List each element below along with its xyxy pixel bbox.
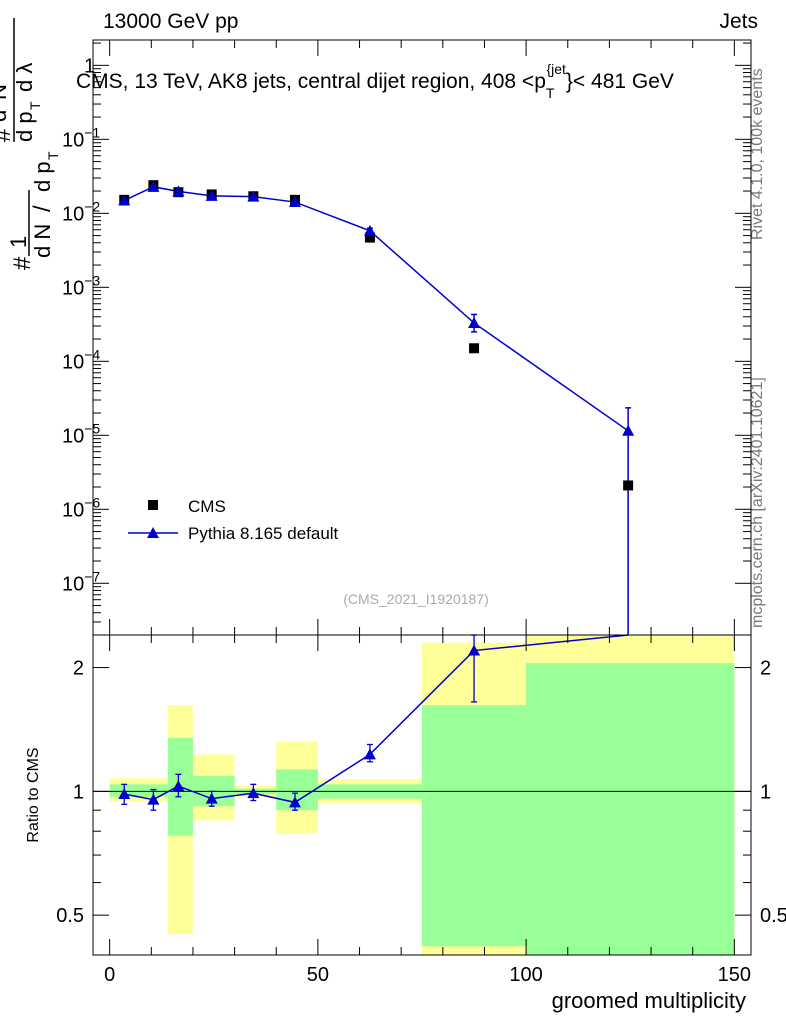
ylabel-dpT: d p: [30, 161, 55, 192]
pythia-data-point: [288, 196, 301, 208]
title-subscript: T: [546, 85, 555, 101]
pythia-data-point: [118, 194, 131, 206]
main-y-axis-label: # 1 d N / d p T # d 2 N d p T d λ: [0, 18, 61, 270]
ratio-inner-band: [526, 663, 735, 955]
title-main: CMS, 13 TeV, AK8 jets, central dijet reg…: [76, 70, 546, 93]
cms-data-point: [364, 232, 375, 243]
main-y-tick-label: 10−4: [62, 346, 100, 373]
title-superscript: {jet: [546, 61, 566, 77]
ratio-y-tick-label-right: 1: [760, 781, 771, 803]
x-tick-label: 0: [104, 964, 115, 986]
main-y-tick-label: 10−7: [62, 568, 100, 595]
header-left-label: 13000 GeV pp: [103, 10, 238, 33]
main-series-layer: [118, 180, 635, 635]
main-panel-frame: [92, 39, 752, 636]
title-end: }< 481 GeV: [566, 70, 674, 93]
legend-cms-label: CMS: [188, 497, 226, 516]
ylabel-N: N: [0, 84, 11, 100]
ratio-pythia-point: [468, 644, 481, 656]
main-y-tick-label: 10−5: [62, 420, 100, 447]
ratio-bands-layer: [93, 635, 751, 955]
ratio-pythia-point: [288, 796, 301, 808]
x-tick-label: 100: [509, 964, 542, 986]
main-y-tick-label: 10−6: [62, 494, 100, 521]
ylabel-dN: d N: [30, 224, 55, 258]
ylabel-dl: d λ: [12, 63, 37, 92]
pythia-data-point: [172, 185, 185, 197]
ylabel-T-sub: T: [45, 151, 61, 160]
pythia-data-point: [468, 316, 481, 328]
ratio-pythia-point: [363, 748, 376, 760]
ylabel-one: 1: [6, 236, 31, 248]
main-y-ticks: 1 10−1 10−2 10−3 10−4 10−5 10−6 10−7: [62, 40, 751, 636]
ratio-inner-band: [422, 705, 527, 947]
pythia-data-point: [363, 224, 376, 236]
pythia-series-line: [123, 186, 629, 432]
main-y-tick-label: 10−1: [62, 124, 100, 151]
ratio-y-tick-label-right: 0.5: [760, 905, 786, 927]
ratio-y-tick-label: 2: [73, 658, 84, 680]
chart-title: CMS, 13 TeV, AK8 jets, central dijet reg…: [76, 61, 674, 101]
main-y-tick-label: 10−3: [62, 272, 100, 299]
ratio-y-tick-label: 1: [73, 781, 84, 803]
legend: CMS Pythia 8.165 default: [128, 497, 339, 543]
ylabel-hash-1: #: [9, 256, 36, 270]
legend-cms-marker: [148, 500, 158, 510]
pythia-data-point: [147, 180, 160, 192]
ratio-pythia-point: [247, 787, 260, 799]
legend-pythia-marker: [147, 527, 159, 538]
ratio-panel: 0.5 0.5 1 1 2 2 0 50 100 150 Ratio to CMS groomed…: [25, 634, 786, 1013]
ratio-pythia-point: [205, 792, 218, 804]
ratio-pythia-point: [147, 793, 160, 805]
mcplots-label: mcplots.cern.ch [arXiv:2401.10621]: [749, 377, 766, 628]
cms-data-point: [623, 480, 634, 491]
pythia-data-point: [247, 190, 260, 202]
ylabel-T-sub-2: T: [27, 101, 43, 110]
pythia-data-point: [622, 424, 635, 436]
ratio-y-tick-label-right: 2: [760, 658, 771, 680]
ylabel-hash-2: #: [0, 128, 16, 142]
ratio-panel-frame: [92, 634, 752, 956]
x-tick-label: 50: [307, 964, 329, 986]
legend-pythia-label: Pythia 8.165 default: [188, 524, 339, 543]
ylabel-dpTdl: d p: [12, 111, 37, 142]
ratio-pythia-point: [172, 780, 185, 792]
main-y-tick-label: 1: [84, 55, 95, 77]
pythia-data-point: [205, 189, 218, 201]
main-panel: 1 10−1 10−2 10−3 10−4 10−5 10−6 10−7 CMS, 13 Te…: [0, 18, 752, 636]
x-axis-label: groomed multiplicity: [552, 988, 746, 1013]
ratio-ticks: 0.5 0.5 1 1 2 2 0 50 100 150: [56, 635, 786, 986]
ylabel-slash: /: [29, 205, 56, 212]
ratio-inner-band: [109, 784, 168, 797]
ratio-y-axis-label: Ratio to CMS: [25, 747, 42, 842]
ylabel-d2: d: [0, 110, 11, 122]
x-tick-label: 150: [718, 964, 751, 986]
main-y-tick-label: 10−2: [62, 198, 100, 225]
ratio-pythia-point: [118, 788, 131, 800]
ratio-y-tick-label: 0.5: [56, 905, 84, 927]
cms-data-point: [469, 343, 480, 354]
header-right-label: Jets: [719, 10, 758, 33]
analysis-watermark: (CMS_2021_I1920187): [343, 591, 489, 607]
rivet-version-label: Rivet 4.1.0, 100k events: [749, 68, 766, 240]
ratio-series-layer: [118, 634, 629, 811]
